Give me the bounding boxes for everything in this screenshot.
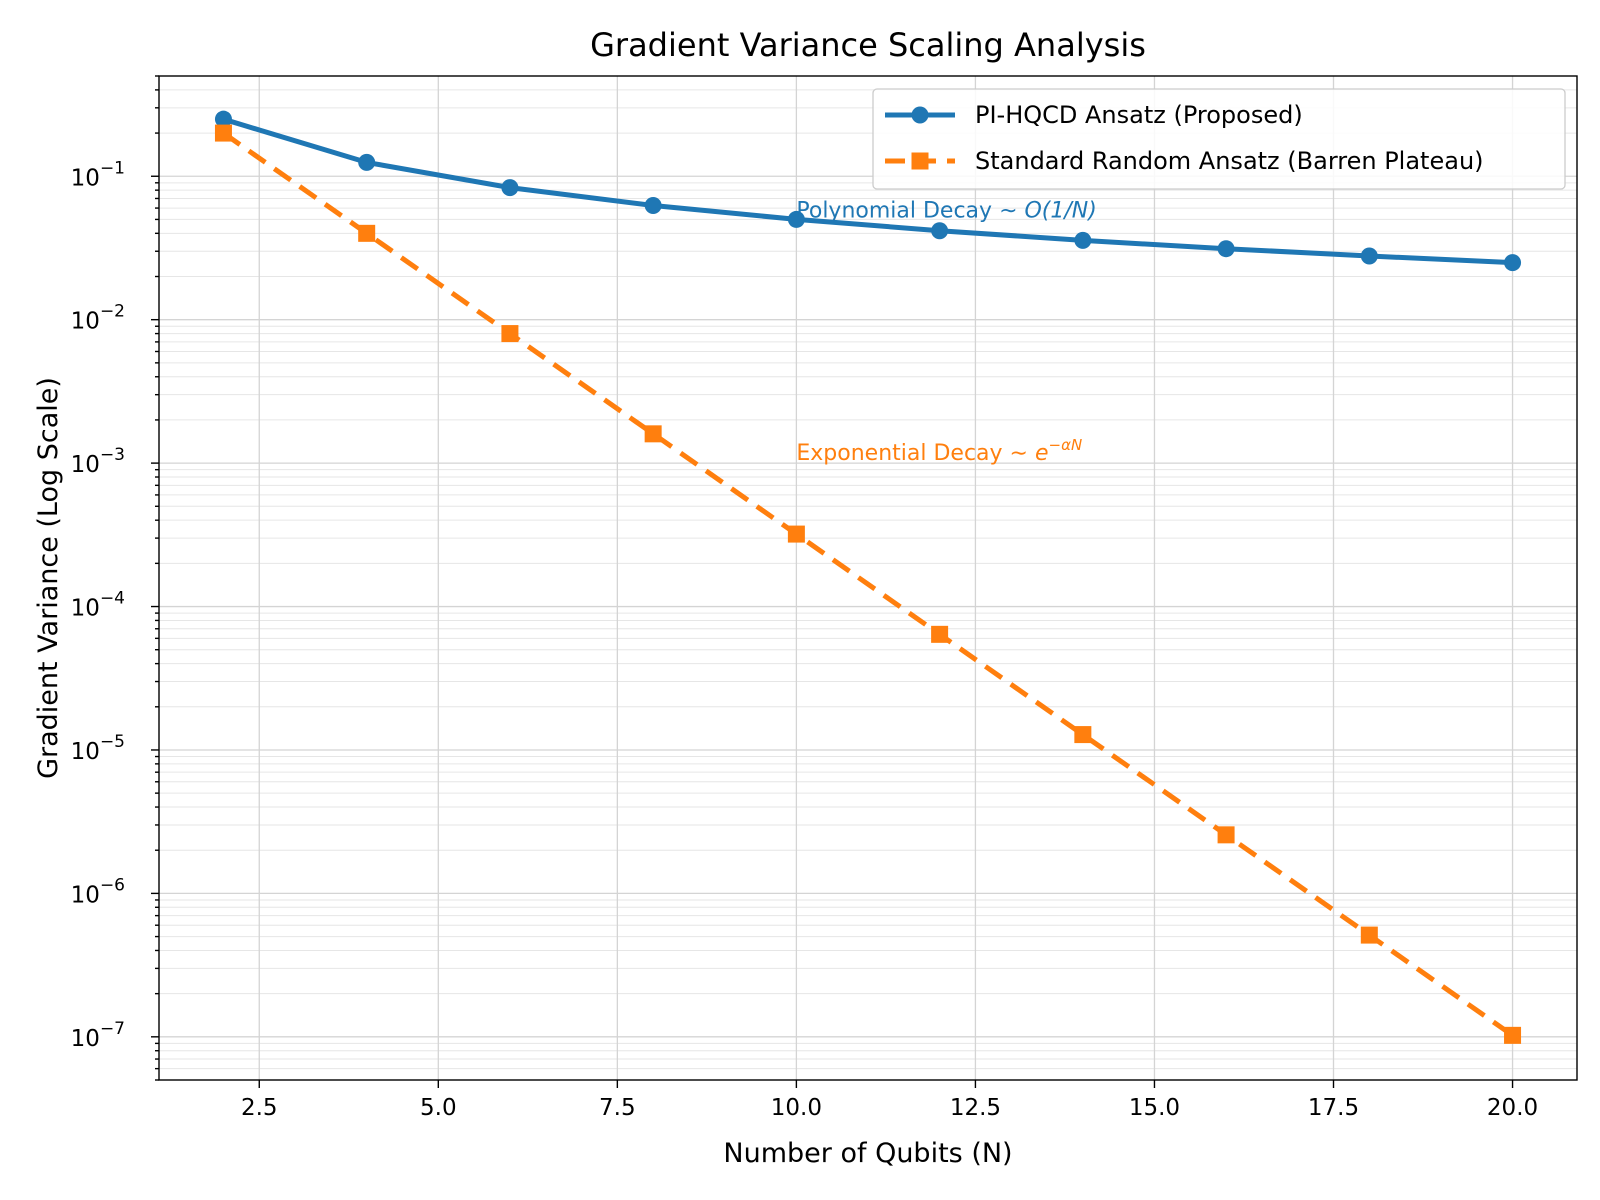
series-1-point (931, 222, 949, 240)
y-tick-exponent: −3 (100, 445, 125, 465)
y-tick-base: 10 (71, 596, 100, 622)
y-tick-label: 10−7 (71, 1019, 125, 1052)
y-tick-exponent: −7 (100, 1019, 125, 1039)
series-1-point (644, 197, 662, 215)
y-tick-exponent: −4 (100, 589, 125, 609)
series-1-point (1217, 240, 1235, 258)
y-tick-label: 10−4 (71, 589, 125, 622)
x-tick-label: 12.5 (950, 1095, 1001, 1121)
series-2-point (358, 224, 376, 242)
legend: PI-HQCD Ansatz (Proposed) Standard Random… (872, 88, 1566, 190)
x-tick-label: 5.0 (420, 1095, 457, 1121)
x-tick-label: 15.0 (1129, 1095, 1180, 1121)
plot-frame (158, 75, 1578, 1081)
legend-marker-1 (911, 106, 929, 124)
series-line-1 (222, 116, 1513, 266)
legend-label-2: Standard Random Ansatz (Barren Plateau) (975, 147, 1484, 175)
series-line-2 (222, 131, 1514, 1038)
y-tick-label: 10−3 (71, 445, 125, 478)
series-2-point (644, 425, 662, 443)
series-1-point (1360, 247, 1378, 265)
y-tick-label: 10−1 (71, 158, 125, 191)
y-tick-exponent: −1 (100, 158, 125, 178)
x-tick-label: 7.5 (599, 1095, 636, 1121)
y-axis-label: Gradient Variance (Log Scale) (33, 377, 64, 779)
legend-label-1: PI-HQCD Ansatz (Proposed) (975, 101, 1303, 129)
series-2-point (214, 124, 232, 142)
annotation-2: Exponential Decay ∼ e−αN (796, 436, 1082, 466)
series-2-point (787, 525, 805, 543)
x-axis: 2.5 5.0 7.5 10.0 12.5 15.0 17.5 20.0 (241, 1080, 1538, 1121)
series-1-point (1504, 254, 1522, 272)
chart-title: Gradient Variance Scaling Analysis (590, 26, 1146, 64)
x-tick-label: 2.5 (241, 1095, 278, 1121)
series-2-point (931, 625, 949, 643)
y-tick-label: 10−6 (71, 875, 125, 908)
y-tick-exponent: −6 (100, 875, 125, 895)
annotation-math: ∼ e (1010, 441, 1049, 466)
series-2-point (1074, 726, 1092, 744)
series-layer (214, 110, 1522, 1044)
y-tick-exponent: −5 (100, 732, 125, 752)
series-2-point (1217, 826, 1235, 844)
series-1-point (787, 210, 805, 228)
series-1-point (214, 110, 232, 128)
annotation-math: ∼ O(1/N) (999, 198, 1097, 223)
grid (159, 75, 1577, 1081)
y-tick-label: 10−2 (71, 302, 125, 335)
x-tick-label: 10.0 (771, 1095, 822, 1121)
x-tick-label: 20.0 (1487, 1095, 1538, 1121)
y-tick-base: 10 (71, 452, 100, 478)
annotation-text: Exponential Decay (796, 441, 1009, 466)
y-tick-exponent: −2 (100, 302, 125, 322)
y-axis: 10−110−210−310−410−510−610−7 (71, 75, 159, 1081)
annotation-text: Polynomial Decay (796, 198, 999, 223)
x-axis-label: Number of Qubits (N) (723, 1138, 1012, 1169)
legend-box (872, 88, 1566, 190)
y-tick-base: 10 (71, 739, 100, 765)
series-2-point (501, 325, 519, 343)
legend-marker-2 (911, 152, 929, 170)
series-1-point (358, 153, 376, 171)
y-tick-base: 10 (71, 1026, 100, 1052)
series-2-point (1504, 1026, 1522, 1044)
y-tick-base: 10 (71, 309, 100, 335)
y-tick-label: 10−5 (71, 732, 125, 765)
series-1-point (501, 179, 519, 197)
x-tick-label: 17.5 (1308, 1095, 1359, 1121)
y-tick-base: 10 (71, 882, 100, 908)
series-2-point (1360, 926, 1378, 944)
y-tick-base: 10 (71, 165, 100, 191)
annotation-1: Polynomial Decay ∼ O(1/N) (796, 198, 1096, 223)
annotation-superscript: −αN (1049, 436, 1083, 454)
annotations: Polynomial Decay ∼ O(1/N) Exponential Dec… (796, 198, 1096, 466)
series-1-point (1074, 231, 1092, 249)
